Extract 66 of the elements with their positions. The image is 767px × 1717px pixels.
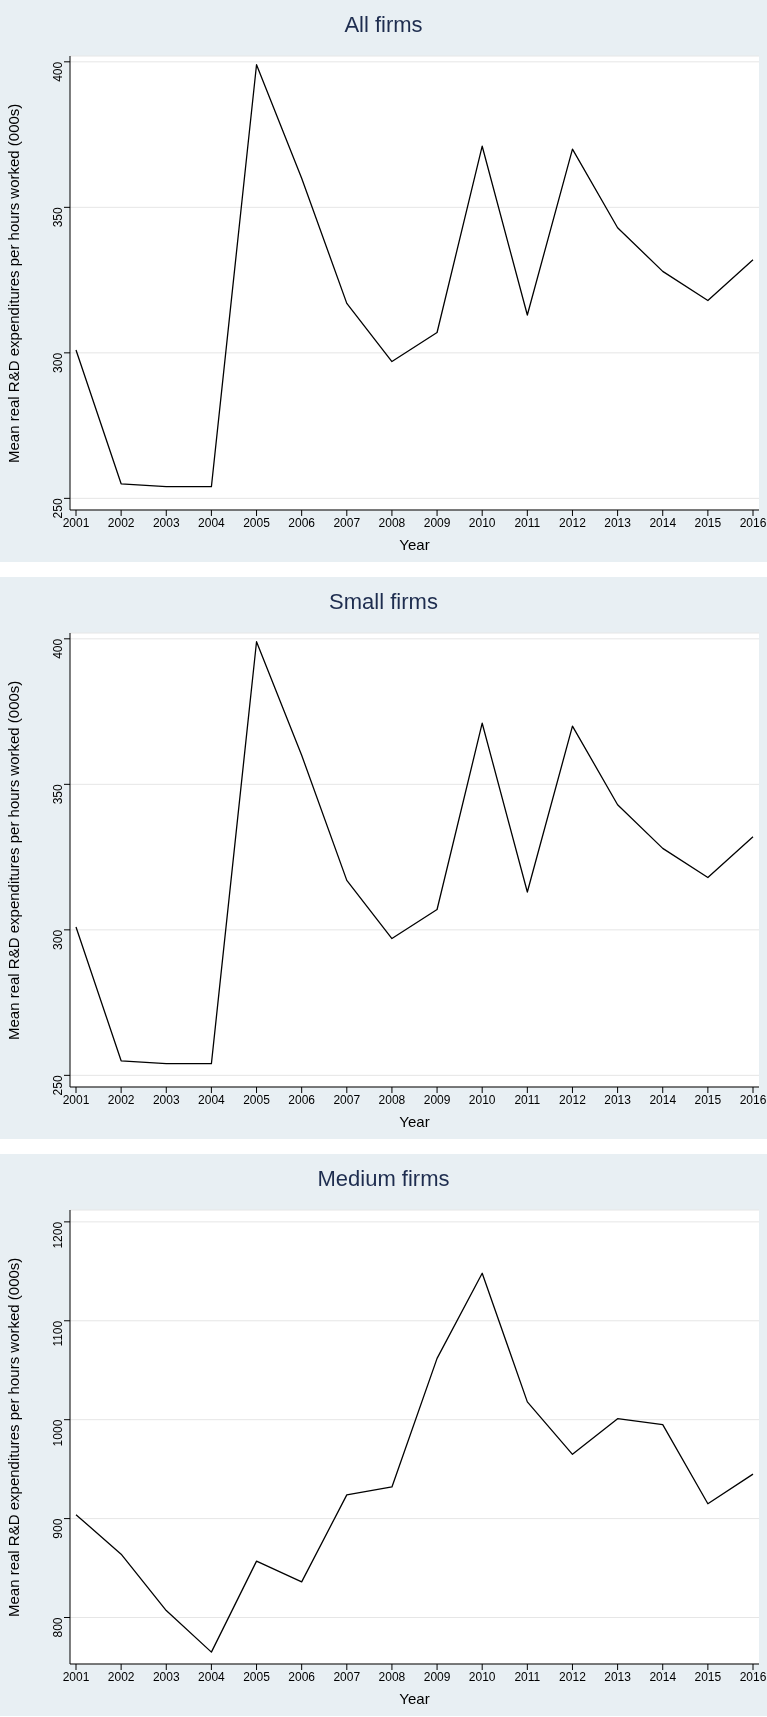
x-tick-label: 2011 bbox=[514, 1669, 541, 1684]
x-tick-label: 2007 bbox=[333, 1092, 361, 1107]
chart-title: Medium firms bbox=[316, 1166, 451, 1192]
x-tick-label: 2001 bbox=[62, 1669, 90, 1684]
x-tick-label: 2011 bbox=[514, 515, 541, 530]
y-tick-label: 1100 bbox=[51, 1320, 66, 1347]
x-tick-label: 2013 bbox=[604, 1669, 632, 1684]
x-tick-label: 2007 bbox=[333, 515, 361, 530]
x-tick-label: 2016 bbox=[739, 1669, 767, 1684]
y-tick-label: 800 bbox=[51, 1617, 66, 1638]
x-tick-label: 2003 bbox=[152, 1669, 180, 1684]
x-tick-label: 2006 bbox=[288, 1092, 316, 1107]
x-tick-label: 2002 bbox=[107, 1669, 135, 1684]
x-tick-label: 2015 bbox=[694, 1669, 722, 1684]
x-tick-label: 2006 bbox=[288, 1669, 316, 1684]
x-tick-label: 2008 bbox=[378, 515, 406, 530]
y-axis-title: Mean real R&D expenditures per hours worked (000s) bbox=[5, 1257, 23, 1617]
y-tick-label: 400 bbox=[51, 61, 66, 82]
chart-title: Small firms bbox=[328, 589, 439, 615]
x-tick-label: 2016 bbox=[739, 515, 767, 530]
x-tick-label: 2008 bbox=[378, 1092, 406, 1107]
y-tick-label: 300 bbox=[51, 929, 66, 950]
x-tick-label: 2013 bbox=[604, 1092, 632, 1107]
y-tick-label: 350 bbox=[51, 207, 66, 228]
x-tick-label: 2007 bbox=[333, 1669, 361, 1684]
chart-title: All firms bbox=[343, 12, 424, 38]
y-tick-label: 350 bbox=[51, 784, 66, 805]
x-tick-label: 2010 bbox=[468, 1092, 496, 1107]
x-tick-label: 2004 bbox=[198, 1669, 226, 1684]
x-tick-label: 2010 bbox=[468, 515, 496, 530]
x-tick-label: 2014 bbox=[649, 1092, 677, 1107]
y-axis-title: Mean real R&D expenditures per hours worked (000s) bbox=[5, 103, 23, 463]
x-tick-label: 2002 bbox=[107, 1092, 135, 1107]
x-tick-label: 2011 bbox=[514, 1092, 541, 1107]
y-tick-label: 1200 bbox=[51, 1221, 66, 1249]
x-tick-label: 2012 bbox=[559, 1669, 587, 1684]
x-tick-label: 2013 bbox=[604, 515, 632, 530]
x-tick-label: 2015 bbox=[694, 515, 722, 530]
x-tick-label: 2005 bbox=[243, 1669, 271, 1684]
x-tick-label: 2010 bbox=[468, 1669, 496, 1684]
y-tick-label: 300 bbox=[51, 352, 66, 373]
x-tick-label: 2002 bbox=[107, 515, 135, 530]
y-tick-label: 400 bbox=[51, 638, 66, 659]
x-tick-label: 2008 bbox=[378, 1669, 406, 1684]
x-tick-label: 2014 bbox=[649, 515, 677, 530]
x-axis-title: Year bbox=[399, 536, 430, 553]
x-tick-label: 2009 bbox=[423, 1669, 451, 1684]
x-tick-label: 2016 bbox=[739, 1092, 767, 1107]
x-tick-label: 2014 bbox=[649, 1669, 677, 1684]
x-tick-label: 2006 bbox=[288, 515, 316, 530]
x-axis-title: Year bbox=[399, 1113, 430, 1130]
x-axis-title: Year bbox=[399, 1690, 430, 1707]
x-tick-label: 2003 bbox=[152, 1092, 180, 1107]
x-tick-label: 2005 bbox=[243, 515, 271, 530]
y-axis-title: Mean real R&D expenditures per hours worked (000s) bbox=[5, 680, 23, 1040]
x-tick-label: 2015 bbox=[694, 1092, 722, 1107]
x-tick-label: 2012 bbox=[559, 1092, 587, 1107]
x-tick-label: 2009 bbox=[423, 1092, 451, 1107]
x-tick-label: 2004 bbox=[198, 1092, 226, 1107]
x-tick-label: 2012 bbox=[559, 515, 587, 530]
y-tick-label: 900 bbox=[51, 1518, 66, 1539]
x-tick-label: 2004 bbox=[198, 515, 226, 530]
x-tick-label: 2003 bbox=[152, 515, 180, 530]
y-tick-label: 1000 bbox=[51, 1419, 66, 1447]
x-tick-label: 2005 bbox=[243, 1092, 271, 1107]
x-tick-label: 2009 bbox=[423, 515, 451, 530]
